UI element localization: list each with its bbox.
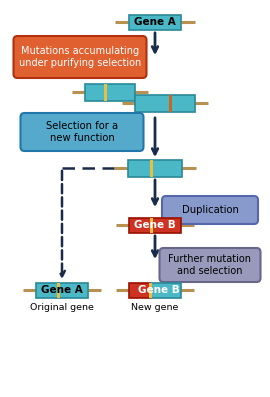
Bar [150,160,153,177]
FancyBboxPatch shape [129,218,181,233]
FancyBboxPatch shape [135,94,195,112]
Bar [56,283,59,297]
Text: New gene: New gene [131,303,179,312]
Text: Further mutation
and selection: Further mutation and selection [168,254,251,276]
Bar [150,218,153,233]
FancyBboxPatch shape [160,248,261,282]
Text: Gene B: Gene B [138,285,180,295]
Bar [148,283,151,297]
FancyBboxPatch shape [85,83,135,100]
Text: Duplication: Duplication [181,205,238,215]
FancyBboxPatch shape [129,15,181,29]
Text: Original gene: Original gene [30,303,94,312]
FancyBboxPatch shape [151,283,181,297]
Text: Selection for a
new function: Selection for a new function [46,121,118,143]
FancyBboxPatch shape [129,283,151,297]
Text: Gene A: Gene A [41,285,83,295]
FancyBboxPatch shape [14,36,147,78]
Text: Gene A: Gene A [134,17,176,27]
FancyBboxPatch shape [162,196,258,224]
Bar [168,94,171,112]
FancyBboxPatch shape [128,160,182,177]
FancyBboxPatch shape [21,113,143,151]
Text: Gene B: Gene B [134,220,176,230]
Text: Mutations accumulating
under purifying selection: Mutations accumulating under purifying s… [19,46,141,68]
FancyBboxPatch shape [36,283,88,297]
Bar [103,83,106,100]
